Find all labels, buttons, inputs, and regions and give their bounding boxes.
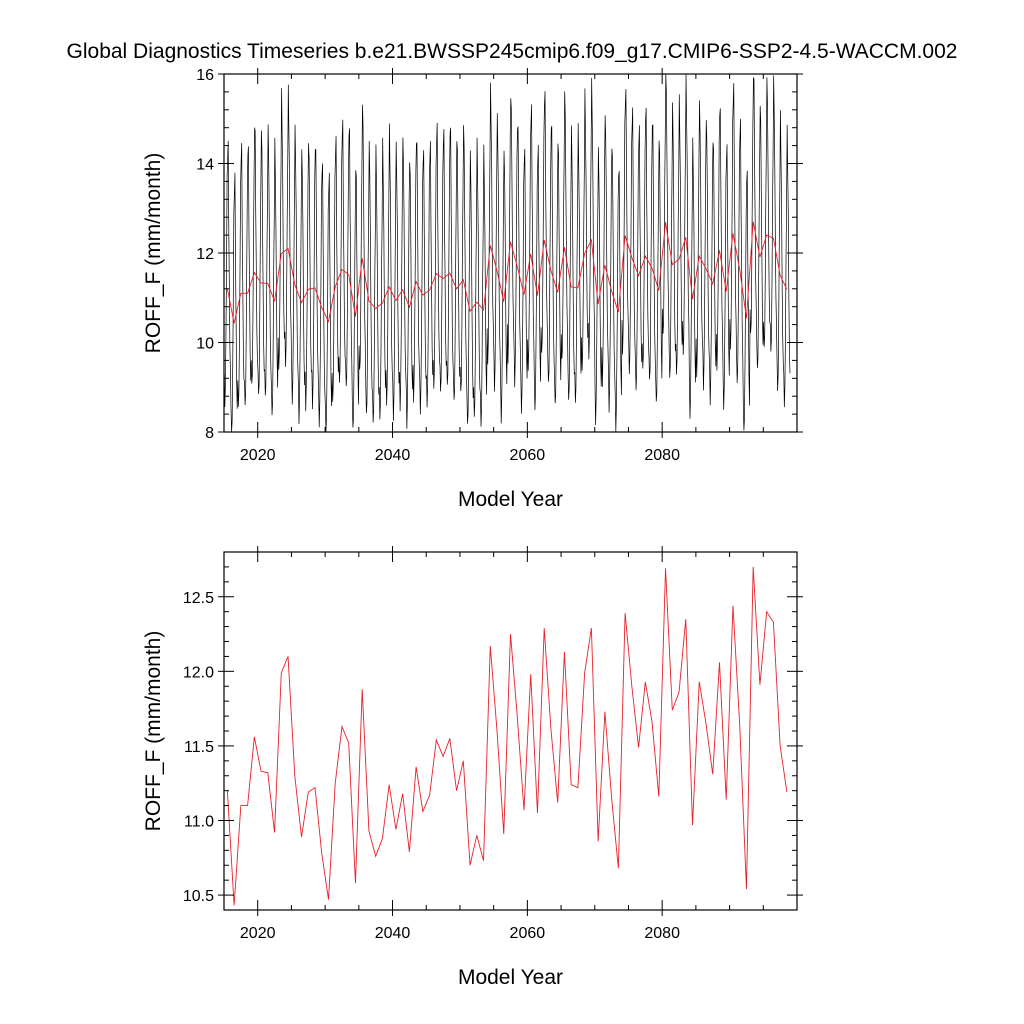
x-tick-label: 2060 xyxy=(510,925,546,942)
plot-frame xyxy=(223,551,798,911)
top-panel-monthly-and-annual-runoff: 2020 2040 2060 2080 8 10 12 14 16 Model Year ROFF_… xyxy=(142,67,803,511)
y-tick-label: 10 xyxy=(196,336,214,353)
y-axis-label: ROFF_F (mm/month) xyxy=(142,153,165,354)
y-tick-label: 12.0 xyxy=(183,664,214,681)
y-tick-label: 14 xyxy=(196,157,214,174)
y-tick-label: 8 xyxy=(205,425,214,442)
y-axis-label: ROFF_F (mm/month) xyxy=(142,631,165,832)
x-tick-label: 2060 xyxy=(510,447,546,464)
bottom-panel-annual-runoff: 2020 2040 2060 2080 10.5 11.0 11.5 12.0 12.5 Mode… xyxy=(142,546,803,989)
y-tick-label: 12.5 xyxy=(183,590,214,607)
y-tick-label: 11.5 xyxy=(184,739,214,756)
x-axis-label: Model Year xyxy=(458,488,563,511)
figure-title: Global Diagnostics Timeseries b.e21.BWSS… xyxy=(67,40,958,63)
y-tick-label: 16 xyxy=(196,67,214,84)
x-tick-label: 2020 xyxy=(240,925,276,942)
x-tick-label: 2040 xyxy=(375,925,411,942)
series-line-annual-mean xyxy=(226,566,788,906)
x-tick-label: 2040 xyxy=(375,447,411,464)
x-tick-label: 2080 xyxy=(644,447,680,464)
x-tick-label: 2080 xyxy=(644,925,680,942)
series-line-monthly xyxy=(223,73,791,433)
series-line-annual-mean xyxy=(226,221,788,324)
y-tick-label: 10.5 xyxy=(183,888,214,905)
y-tick-label: 12 xyxy=(196,246,214,263)
y-tick-label: 11.0 xyxy=(184,814,214,831)
x-axis-label: Model Year xyxy=(458,966,563,989)
x-tick-label: 2020 xyxy=(240,447,276,464)
